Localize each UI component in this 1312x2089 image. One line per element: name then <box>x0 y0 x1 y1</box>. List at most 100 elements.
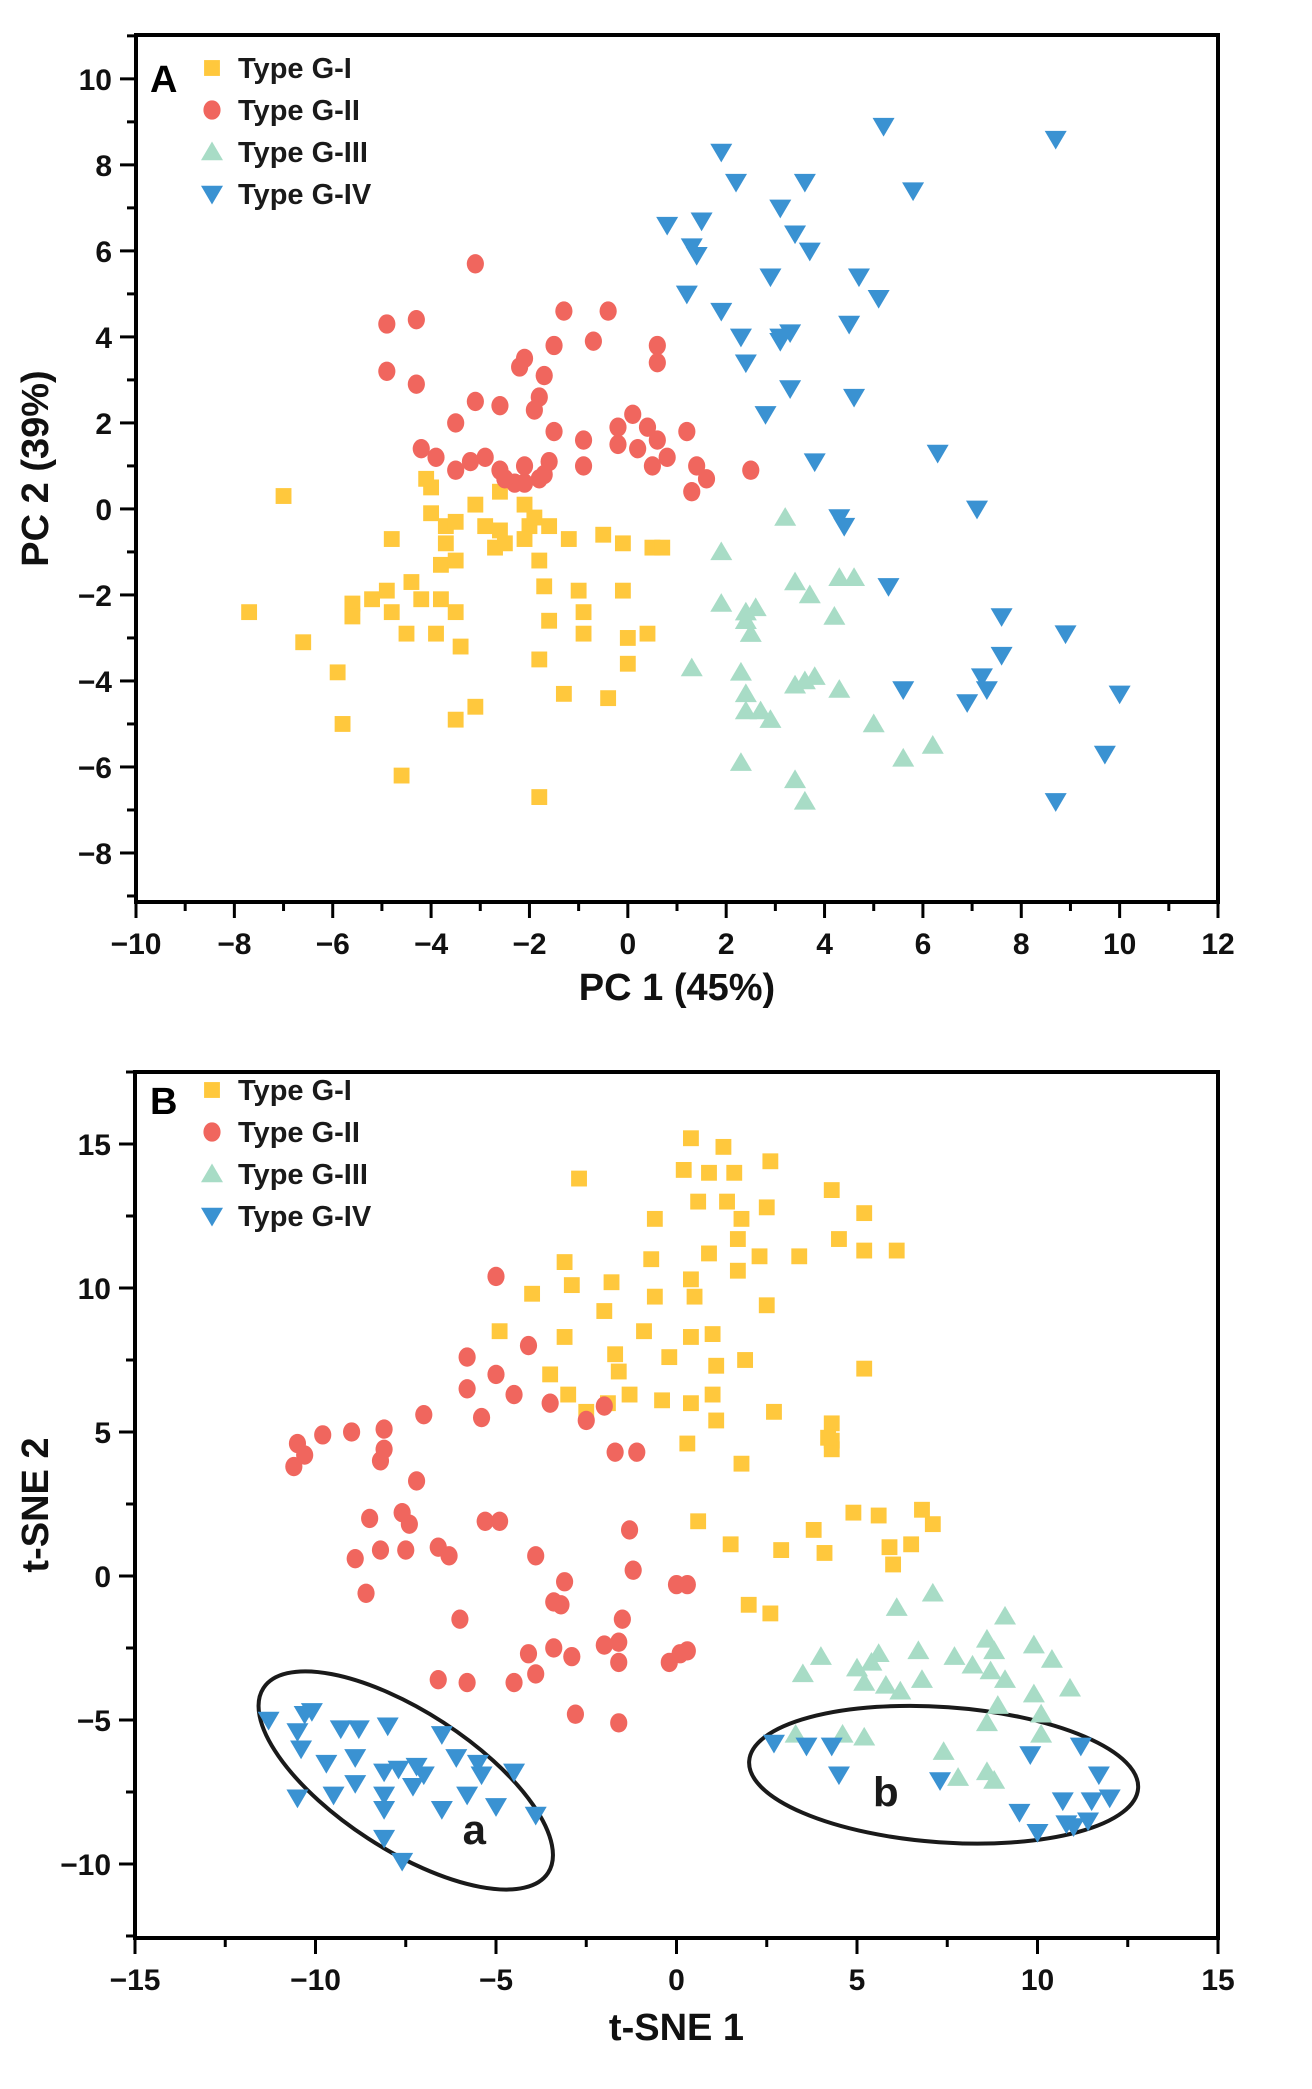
data-point <box>487 1266 505 1287</box>
data-point <box>1022 1683 1045 1703</box>
y-tick-label: −8 <box>78 838 112 871</box>
data-point <box>610 1652 628 1673</box>
data-point <box>476 447 494 467</box>
data-point <box>729 1231 746 1247</box>
data-point <box>610 1363 627 1380</box>
data-point <box>344 608 361 625</box>
legend-marker-triangle-down <box>201 1207 223 1227</box>
data-point <box>527 1664 545 1684</box>
data-point <box>584 331 602 351</box>
data-point <box>1040 1649 1063 1668</box>
legend-item: Type G-III <box>201 1159 368 1191</box>
data-point <box>719 1193 735 1210</box>
data-point <box>970 668 993 688</box>
data-point <box>423 479 440 496</box>
data-point <box>729 752 752 771</box>
data-point <box>921 735 944 754</box>
data-point <box>975 1712 998 1732</box>
data-point <box>570 582 587 599</box>
data-point <box>888 1242 905 1259</box>
series-type-g-i <box>491 1130 941 1622</box>
data-point <box>524 1285 541 1302</box>
data-point <box>556 1329 573 1345</box>
data-point <box>766 1403 782 1420</box>
data-point <box>979 1660 1002 1680</box>
data-point <box>423 505 440 522</box>
data-point <box>378 361 396 381</box>
x-tick-label: −2 <box>512 928 546 961</box>
data-point <box>994 1669 1017 1688</box>
legend-item: Type G-IV <box>201 1201 372 1233</box>
cluster-label-b: b <box>873 1768 899 1815</box>
legend-label: Type G-III <box>238 137 368 169</box>
data-point <box>491 1511 509 1531</box>
data-point <box>679 1435 696 1452</box>
data-point <box>639 625 656 642</box>
cluster-label-a: a <box>463 1806 487 1853</box>
data-point <box>461 451 480 472</box>
data-point <box>456 1786 479 1806</box>
data-point <box>892 747 915 767</box>
data-point <box>329 664 346 681</box>
data-point <box>451 1609 469 1629</box>
data-point <box>683 1130 699 1147</box>
y-tick-label: 10 <box>79 64 112 97</box>
data-point <box>773 1542 790 1558</box>
data-point <box>872 117 895 137</box>
x-tick-label: 5 <box>849 1964 866 1997</box>
data-point <box>816 1545 833 1561</box>
data-point <box>516 531 533 547</box>
data-point <box>648 430 666 450</box>
data-point <box>881 1539 898 1556</box>
data-point <box>286 1723 309 1742</box>
data-point <box>378 582 395 599</box>
data-point <box>607 1346 624 1363</box>
data-point <box>531 651 548 668</box>
data-point <box>929 1772 952 1791</box>
data-point <box>885 1597 908 1616</box>
series-type-g-iv <box>257 1703 1121 1872</box>
data-point <box>926 444 949 464</box>
data-point <box>762 1734 785 1754</box>
data-point <box>347 1720 370 1740</box>
data-point <box>531 552 548 569</box>
data-point <box>1044 130 1067 150</box>
data-point <box>643 456 661 476</box>
data-point <box>704 1326 721 1342</box>
data-point <box>527 1546 545 1566</box>
data-point <box>729 328 752 348</box>
data-point <box>683 1395 699 1412</box>
data-point <box>947 1767 970 1786</box>
data-point <box>560 531 577 547</box>
x-axis-title: PC 1 (45%) <box>579 967 775 1009</box>
data-point <box>241 604 258 621</box>
data-point <box>688 456 706 476</box>
data-point <box>1022 1634 1045 1654</box>
data-point <box>1008 1803 1031 1823</box>
data-point <box>503 1763 526 1783</box>
data-point <box>322 1786 345 1806</box>
data-point <box>477 518 494 535</box>
data-point <box>774 507 797 526</box>
data-point <box>541 518 558 535</box>
data-point <box>437 535 454 552</box>
y-tick-label: 10 <box>78 1273 111 1306</box>
data-point <box>769 332 792 352</box>
data-point <box>638 417 657 437</box>
data-point <box>758 1297 775 1314</box>
data-point <box>846 1657 868 1677</box>
data-point <box>1077 1812 1100 1832</box>
data-point <box>744 597 767 617</box>
legend-item: Type G-I <box>204 1075 352 1107</box>
data-point <box>290 1740 313 1760</box>
data-point <box>740 1596 757 1613</box>
data-point <box>610 1713 628 1733</box>
data-point <box>856 1242 873 1259</box>
data-point <box>376 1717 399 1737</box>
legend-item: Type G-II <box>203 1117 360 1149</box>
data-point <box>990 646 1013 666</box>
data-point <box>845 1504 862 1521</box>
data-point <box>870 1507 887 1524</box>
x-tick-label: 10 <box>1103 928 1136 961</box>
cluster-ellipse-a <box>256 1669 555 1892</box>
